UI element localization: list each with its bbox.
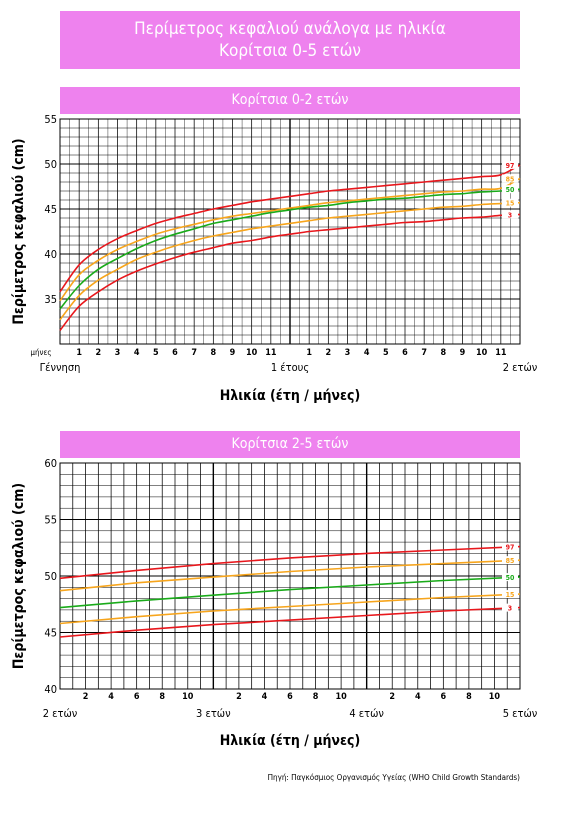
series-line-p15 [59,593,521,625]
x-month-label: 4 [262,692,268,702]
y-tick-label: 45 [44,627,57,640]
series-label-bg [502,185,518,194]
x-year-label: 5 ετών [503,707,538,720]
y-axis-title: Περίμετρος κεφαλιού (cm) [11,138,27,324]
series-label-bg [502,603,518,612]
series-label-bg [502,542,518,551]
x-month-label: 9 [230,348,236,358]
x-month-label: 3 [345,348,351,358]
series-label-bg [502,174,518,183]
x-year-label: 3 ετών [196,707,231,720]
x-month-label: 2 [326,348,332,358]
x-month-label: 11 [495,348,507,358]
x-month-label: 4 [134,348,140,358]
x-month-label: 6 [441,692,447,702]
series-line-p15 [59,201,521,321]
series-line-p85 [59,177,521,302]
y-tick-label: 55 [44,113,57,126]
x-month-label: 10 [489,692,501,702]
x-year-label: 2 ετών [43,707,78,720]
x-axis-title: Ηλικία (έτη / μήνες) [220,733,361,749]
x-month-label: 11 [265,348,277,358]
series-line-p97 [59,164,521,293]
series-label-bg [502,590,518,599]
x-month-label: 5 [153,348,159,358]
x-month-label: 4 [364,348,370,358]
series-label-p3: 3 [508,211,512,219]
y-tick-label: 50 [44,570,57,583]
series-line-p50 [59,188,521,310]
y-tick-label: 40 [44,683,57,696]
chart-2-title: Κορίτσια 2-5 ετών [60,431,520,458]
x-month-label: 8 [313,692,319,702]
series-line-p3 [59,213,521,331]
x-month-label: 2 [389,692,395,702]
x-year-label: 4 ετών [349,707,384,720]
y-tick-label: 35 [44,293,57,306]
page-title-line1: Περίμετρος κεφαλιού ανάλογα με ηλικία [134,19,446,39]
x-month-axis-label: μήνες [30,348,51,357]
x-month-label: 8 [466,692,472,702]
y-tick-label: 40 [44,248,57,261]
x-month-label: 9 [460,348,466,358]
x-month-label: 2 [83,692,89,702]
x-month-label: 1 [76,348,82,358]
x-month-label: 8 [159,692,165,702]
series-line-p85 [59,559,521,592]
x-year-label: 1 έτους [271,361,309,374]
series-line-p3 [59,606,521,638]
y-tick-label: 55 [44,514,57,527]
x-month-label: 8 [441,348,447,358]
page-title-line2: Κορίτσια 0-5 ετών [219,41,361,61]
x-year-label: Γέννηση [40,361,81,374]
source-note: Πηγή: Παγκόσμιος Οργανισμός Υγείας (WHO … [267,773,520,782]
x-month-label: 2 [236,692,242,702]
x-month-label: 6 [287,692,293,702]
x-month-label: 7 [421,348,427,358]
x-month-label: 10 [246,348,258,358]
series-label-p3: 3 [508,605,512,613]
x-month-label: 8 [211,348,217,358]
x-month-label: 2 [96,348,102,358]
series-label-p50: 50 [506,574,515,582]
x-month-label: 4 [108,692,114,702]
x-month-label: 6 [402,348,408,358]
x-axis-title: Ηλικία (έτη / μήνες) [220,388,361,404]
y-tick-label: 60 [44,457,57,470]
x-year-label: 2 ετών [503,361,538,374]
series-label-bg [502,573,518,582]
series-label-bg [502,210,518,219]
x-month-label: 1 [306,348,312,358]
series-line-p50 [59,576,521,609]
x-month-label: 3 [115,348,121,358]
series-label-bg [502,556,518,565]
series-label-bg [502,198,518,207]
y-axis-title: Περίμετρος κεφαλιού (cm) [11,483,27,669]
y-tick-label: 45 [44,203,57,216]
series-label-p85: 85 [506,557,515,565]
series-label-p97: 97 [506,162,515,170]
series-label-bg [502,160,518,169]
series-label-p50: 50 [506,186,515,194]
x-month-label: 10 [476,348,488,358]
x-month-label: 7 [191,348,197,358]
x-month-label: 5 [383,348,389,358]
series-line-p97 [59,545,521,580]
series-label-p15: 15 [506,200,515,208]
page-title: Περίμετρος κεφαλιού ανάλογα με ηλικία Κο… [60,11,520,69]
series-label-p85: 85 [506,175,515,183]
x-month-label: 10 [335,692,347,702]
x-month-label: 6 [134,692,140,702]
x-month-label: 6 [172,348,178,358]
chart-1-title: Κορίτσια 0-2 ετών [60,87,520,114]
series-label-p97: 97 [506,544,515,552]
y-tick-label: 50 [44,158,57,171]
x-month-label: 4 [415,692,421,702]
chart-2: 40 45 50 55 60 2 4 6 8 10 2 4 6 8 10 2 4 6 8 10 2 ετών 3 ετών… [11,457,538,749]
x-month-label: 10 [182,692,194,702]
series-label-p15: 15 [506,591,515,599]
